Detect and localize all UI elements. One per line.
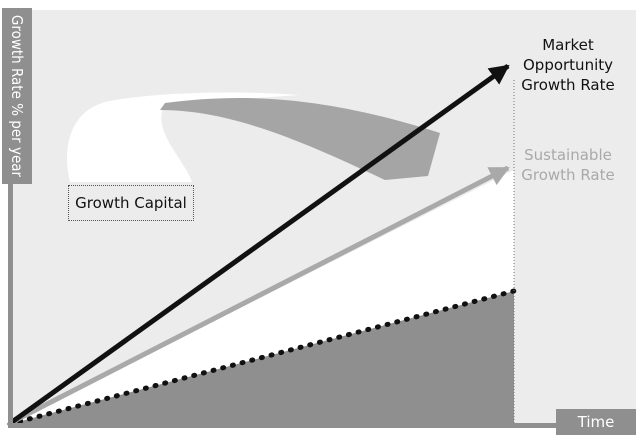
x-axis-line	[8, 423, 568, 428]
current-growth-line	[7, 288, 517, 427]
sustainable-growth-label: Sustainable Growth Rate	[498, 145, 638, 185]
market-label-line-1: Market	[542, 36, 594, 54]
growth-capital-callout: Growth Capital	[68, 185, 194, 221]
y-axis-line	[8, 10, 13, 428]
growth-capital-label: Growth Capital	[75, 194, 187, 212]
market-growth-label: Market Opportunity Growth Rate	[498, 35, 638, 95]
market-growth-arrow	[10, 63, 510, 425]
market-label-line-2: Opportunity	[522, 56, 613, 74]
sustainable-label-line-2: Growth Rate	[521, 166, 615, 184]
market-label-line-3: Growth Rate	[521, 76, 615, 94]
y-axis-label-box	[2, 8, 32, 184]
growth-capital-bubble	[67, 92, 300, 182]
sustainable-label-line-1: Sustainable	[524, 146, 612, 164]
x-axis-label: Time	[577, 413, 615, 431]
sustainable-growth-arrow	[10, 165, 510, 425]
x-axis-label-box: Time	[556, 409, 636, 435]
y-axis-label: Growth Rate % per year	[8, 14, 26, 178]
growth-capital-flow	[160, 98, 440, 180]
